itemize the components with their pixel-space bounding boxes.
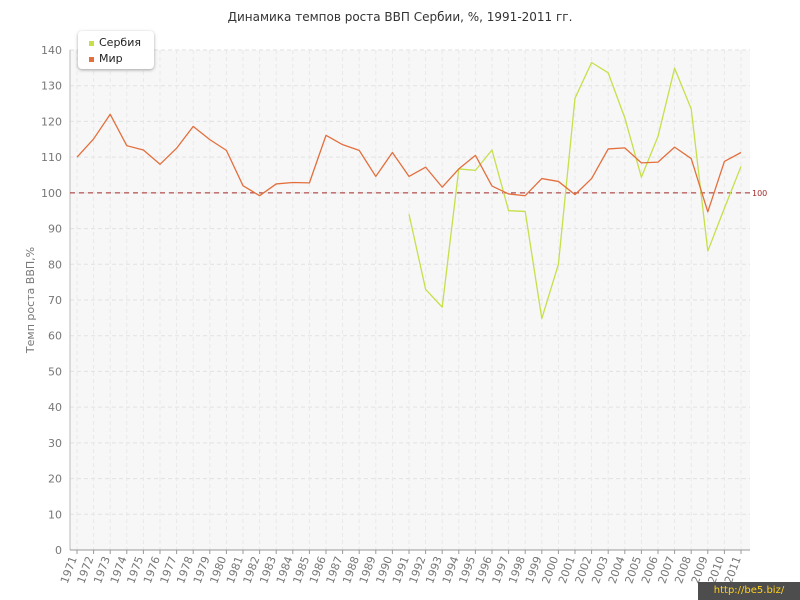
chart-title: Динамика темпов роста ВВП Сербии, %, 199…	[227, 10, 573, 24]
watermark[interactable]: http://be5.biz/	[698, 582, 800, 600]
legend-item-world[interactable]: Мир	[89, 52, 123, 65]
y-tick-label: 70	[48, 294, 62, 307]
legend-swatch-serbia	[89, 40, 94, 46]
y-tick-label: 0	[55, 544, 62, 557]
y-tick-label: 90	[48, 223, 62, 236]
y-tick-label: 120	[41, 115, 62, 128]
y-tick-label: 80	[48, 258, 62, 271]
legend-label-serbia: Сербия	[99, 36, 141, 49]
y-axis-label: Темп роста ВВП,%	[24, 247, 37, 354]
reference-line-label: 100	[752, 189, 767, 198]
y-tick-label: 100	[41, 187, 62, 200]
y-tick-label: 140	[41, 44, 62, 57]
y-tick-label: 40	[48, 401, 62, 414]
legend-label-world: Мир	[99, 52, 123, 65]
legend-swatch-world	[89, 56, 94, 62]
y-tick-label: 110	[41, 151, 62, 164]
series-line-serbia[interactable]	[408, 61, 742, 320]
y-tick-label: 60	[48, 330, 62, 343]
legend-item-serbia[interactable]: Сербия	[89, 36, 141, 49]
y-tick-label: 50	[48, 365, 62, 378]
series-lines	[76, 61, 742, 320]
y-tick-label: 130	[41, 80, 62, 93]
y-tick-label: 10	[48, 508, 62, 521]
legend[interactable]: Сербия Мир	[78, 31, 154, 69]
gridlines	[70, 49, 750, 551]
y-tick-label: 20	[48, 473, 62, 486]
y-axis: 0 10 20 30 40 50 60 70 80 90 100 110 120 130 140	[41, 44, 71, 557]
reference-line-group: 100	[70, 189, 767, 198]
x-axis: 1971197219731974197519761977197819791980…	[58, 549, 750, 585]
series-line-world[interactable]	[76, 113, 742, 213]
y-tick-label: 30	[48, 437, 62, 450]
